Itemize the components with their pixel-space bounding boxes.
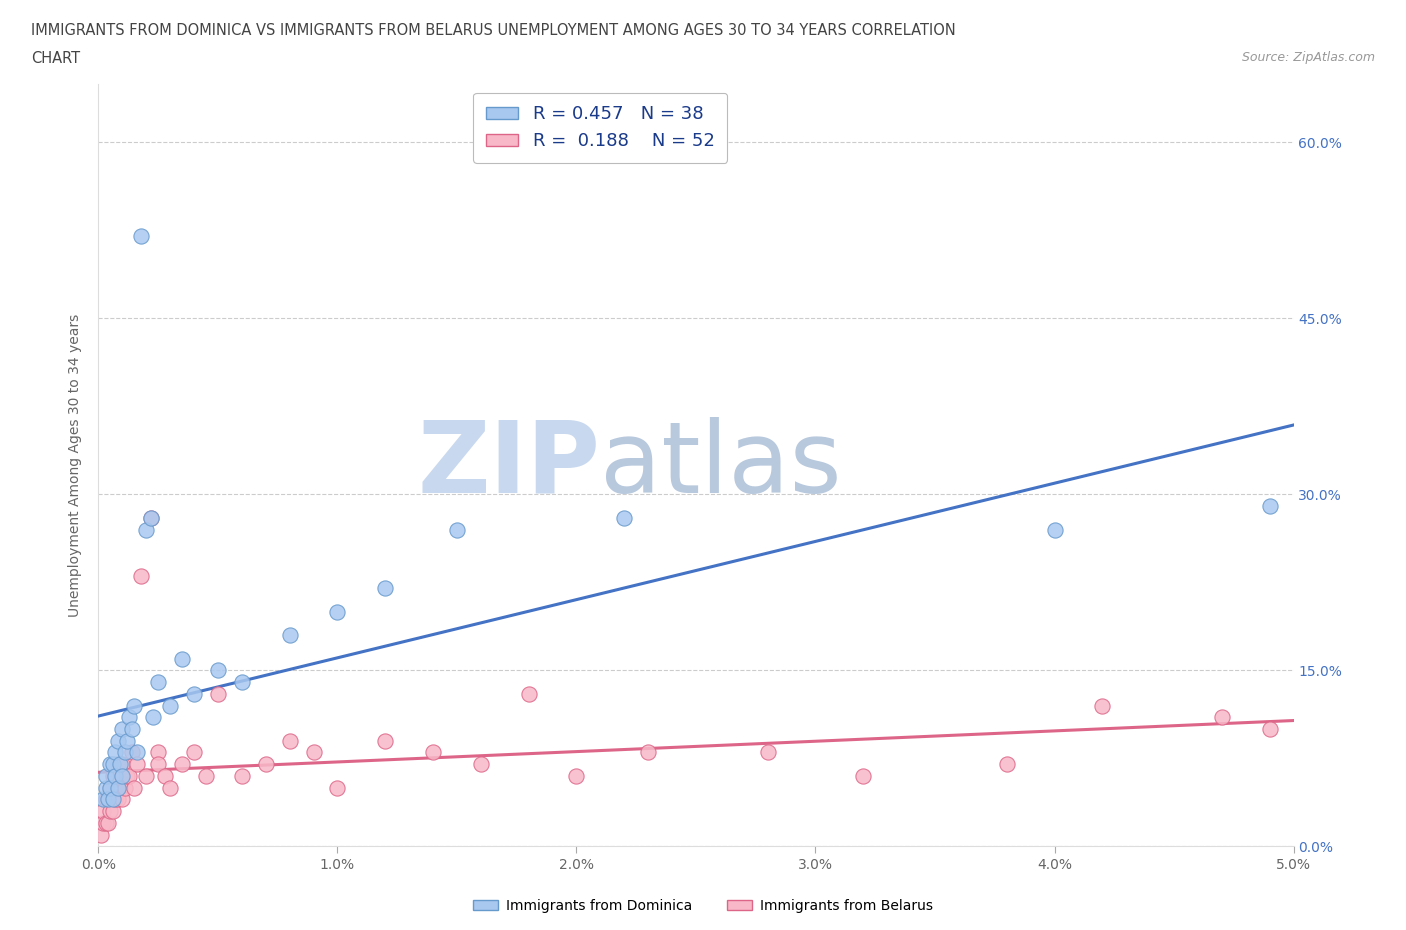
Point [91, 816, 114, 830]
Point [114, 745, 136, 760]
Point [159, 698, 181, 713]
Point [100, 780, 122, 795]
Point [107, 792, 129, 807]
Point [124, 698, 146, 713]
Point [1258, 722, 1281, 737]
Point [94, 780, 117, 795]
Point [254, 757, 277, 772]
Point [100, 804, 122, 818]
Point [470, 757, 492, 772]
Point [374, 733, 396, 748]
Point [139, 511, 162, 525]
Point [131, 569, 153, 584]
Point [100, 780, 122, 795]
Point [101, 804, 124, 818]
Point [104, 792, 127, 807]
Point [90, 827, 112, 842]
Point [107, 733, 129, 748]
Point [101, 757, 124, 772]
Point [207, 686, 229, 701]
Point [121, 722, 143, 737]
Point [142, 710, 165, 724]
Point [148, 745, 170, 760]
Point [115, 733, 138, 748]
Point [756, 745, 779, 760]
Point [94, 792, 117, 807]
Point [111, 757, 134, 772]
Point [446, 522, 468, 537]
Point [104, 768, 127, 783]
Point [108, 780, 131, 795]
Point [155, 768, 177, 783]
Point [207, 663, 229, 678]
Point [97, 816, 120, 830]
Point [94, 768, 117, 783]
Point [852, 768, 875, 783]
Legend: R = 0.457   N = 38, R =  0.188    N = 52: R = 0.457 N = 38, R = 0.188 N = 52 [474, 93, 727, 163]
Point [135, 768, 157, 783]
Point [278, 628, 301, 643]
Text: atlas: atlas [600, 417, 842, 513]
Point [613, 511, 636, 525]
Point [97, 792, 120, 807]
Point [135, 522, 157, 537]
Point [183, 686, 205, 701]
Point [111, 792, 134, 807]
Point [326, 604, 349, 619]
Point [517, 686, 540, 701]
Text: Source: ZipAtlas.com: Source: ZipAtlas.com [1241, 51, 1375, 64]
Point [231, 674, 253, 689]
Point [111, 768, 134, 783]
Point [302, 745, 325, 760]
Point [326, 780, 349, 795]
Point [172, 757, 194, 772]
Point [115, 768, 138, 783]
Point [125, 757, 148, 772]
Point [422, 745, 444, 760]
Point [374, 580, 396, 595]
Text: CHART: CHART [31, 51, 80, 66]
Point [124, 780, 146, 795]
Point [104, 768, 127, 783]
Point [1211, 710, 1233, 724]
Point [183, 745, 205, 760]
Point [195, 768, 218, 783]
Point [104, 745, 127, 760]
Point [565, 768, 588, 783]
Point [101, 792, 124, 807]
Point [148, 757, 170, 772]
Point [107, 757, 129, 772]
Point [995, 757, 1018, 772]
Text: IMMIGRANTS FROM DOMINICA VS IMMIGRANTS FROM BELARUS UNEMPLOYMENT AMONG AGES 30 T: IMMIGRANTS FROM DOMINICA VS IMMIGRANTS F… [31, 23, 956, 38]
Point [172, 651, 194, 666]
Text: ZIP: ZIP [418, 417, 600, 513]
Y-axis label: Unemployment Among Ages 30 to 34 years: Unemployment Among Ages 30 to 34 years [69, 313, 83, 617]
Point [101, 768, 124, 783]
Point [91, 792, 114, 807]
Point [100, 757, 122, 772]
Point [111, 722, 134, 737]
Point [1258, 498, 1281, 513]
Point [114, 780, 136, 795]
Point [94, 816, 117, 830]
Point [97, 792, 120, 807]
Legend: Immigrants from Dominica, Immigrants from Belarus: Immigrants from Dominica, Immigrants fro… [467, 894, 939, 919]
Point [121, 745, 143, 760]
Point [148, 674, 170, 689]
Point [231, 768, 253, 783]
Point [159, 780, 181, 795]
Point [107, 780, 129, 795]
Point [278, 733, 301, 748]
Point [1043, 522, 1066, 537]
Point [118, 768, 141, 783]
Point [118, 710, 141, 724]
Point [1091, 698, 1114, 713]
Point [139, 511, 162, 525]
Point [637, 745, 659, 760]
Point [108, 757, 131, 772]
Point [125, 745, 148, 760]
Point [131, 229, 153, 244]
Point [91, 804, 114, 818]
